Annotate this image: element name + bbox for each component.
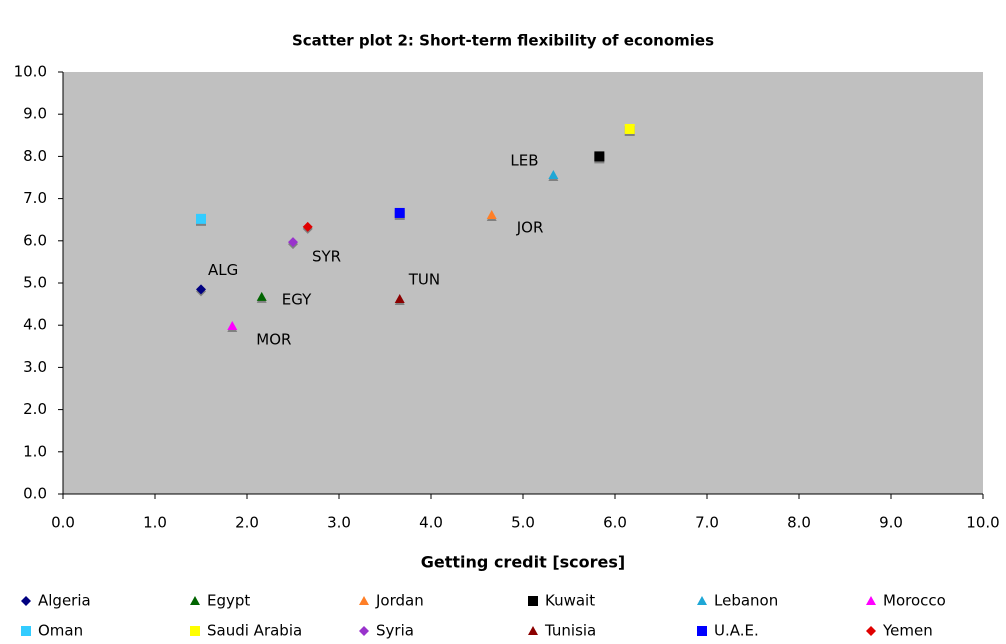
- point-label: SYR: [312, 248, 341, 266]
- legend-marker: [697, 596, 707, 605]
- legend-marker: [190, 626, 200, 636]
- point-label: ALG: [208, 261, 238, 279]
- legend-label: Jordan: [375, 592, 424, 610]
- x-tick-label: 5.0: [511, 514, 535, 532]
- legend-label: Egypt: [207, 592, 250, 610]
- x-axis-title: Getting credit [scores]: [421, 553, 625, 572]
- legend-marker: [21, 596, 31, 606]
- x-tick-label: 2.0: [235, 514, 259, 532]
- point: [394, 294, 405, 304]
- point-label: MOR: [256, 331, 291, 349]
- legend-label: Tunisia: [544, 622, 596, 640]
- legend-marker: [21, 626, 31, 636]
- point-label: JOR: [516, 219, 544, 237]
- plot-area: [63, 72, 983, 494]
- y-tick-label: 8.0: [23, 147, 47, 165]
- legend-marker: [866, 596, 876, 605]
- y-tick-label: 2.0: [23, 400, 47, 418]
- y-tick-label: 5.0: [23, 274, 47, 292]
- y-tick-label: 4.0: [23, 316, 47, 334]
- legend-marker: [528, 596, 538, 606]
- point: [624, 123, 635, 134]
- legend-label: Syria: [376, 622, 414, 640]
- legend-marker: [697, 626, 707, 636]
- x-tick-label: 7.0: [695, 514, 719, 532]
- point: [302, 221, 313, 232]
- point-label: TUN: [408, 271, 440, 289]
- legend-marker: [866, 626, 876, 636]
- legend-marker: [190, 596, 200, 605]
- x-tick-label: 9.0: [879, 514, 903, 532]
- legend-label: Lebanon: [714, 592, 778, 610]
- y-tick-label: 3.0: [23, 358, 47, 376]
- x-tick-label: 1.0: [143, 514, 167, 532]
- legend-label: Kuwait: [545, 592, 595, 610]
- point-label: EGY: [282, 290, 312, 308]
- y-tick-label: 1.0: [23, 442, 47, 460]
- legend-label: Algeria: [38, 592, 91, 610]
- legend-marker: [359, 626, 369, 636]
- legend-marker: [359, 596, 369, 605]
- point-label: LEB: [510, 151, 538, 169]
- x-tick-label: 6.0: [603, 514, 627, 532]
- point: [196, 284, 206, 295]
- point: [486, 210, 497, 220]
- legend-label: Saudi Arabia: [207, 622, 302, 640]
- chart-title: Scatter plot 2: Short-term flexibility o…: [292, 32, 714, 50]
- legend-label: Morocco: [883, 592, 946, 610]
- point: [196, 213, 206, 224]
- y-tick-label: 0.0: [23, 485, 47, 503]
- y-tick-label: 6.0: [23, 231, 47, 249]
- y-tick-label: 9.0: [23, 105, 47, 123]
- x-tick-label: 0.0: [51, 514, 75, 532]
- legend-label: Yemen: [882, 622, 933, 640]
- y-tick-label: 10.0: [14, 63, 47, 81]
- point: [256, 291, 267, 301]
- point: [288, 237, 298, 248]
- x-tick-label: 10.0: [966, 514, 999, 532]
- legend-marker: [528, 626, 538, 635]
- x-tick-label: 4.0: [419, 514, 443, 532]
- point: [227, 321, 238, 331]
- point: [548, 169, 559, 179]
- legend-label: Oman: [38, 622, 83, 640]
- y-tick-label: 7.0: [23, 189, 47, 207]
- x-tick-label: 8.0: [787, 514, 811, 532]
- legend-label: U.A.E.: [714, 622, 759, 640]
- point: [594, 151, 605, 162]
- point: [394, 207, 405, 218]
- x-tick-label: 3.0: [327, 514, 351, 532]
